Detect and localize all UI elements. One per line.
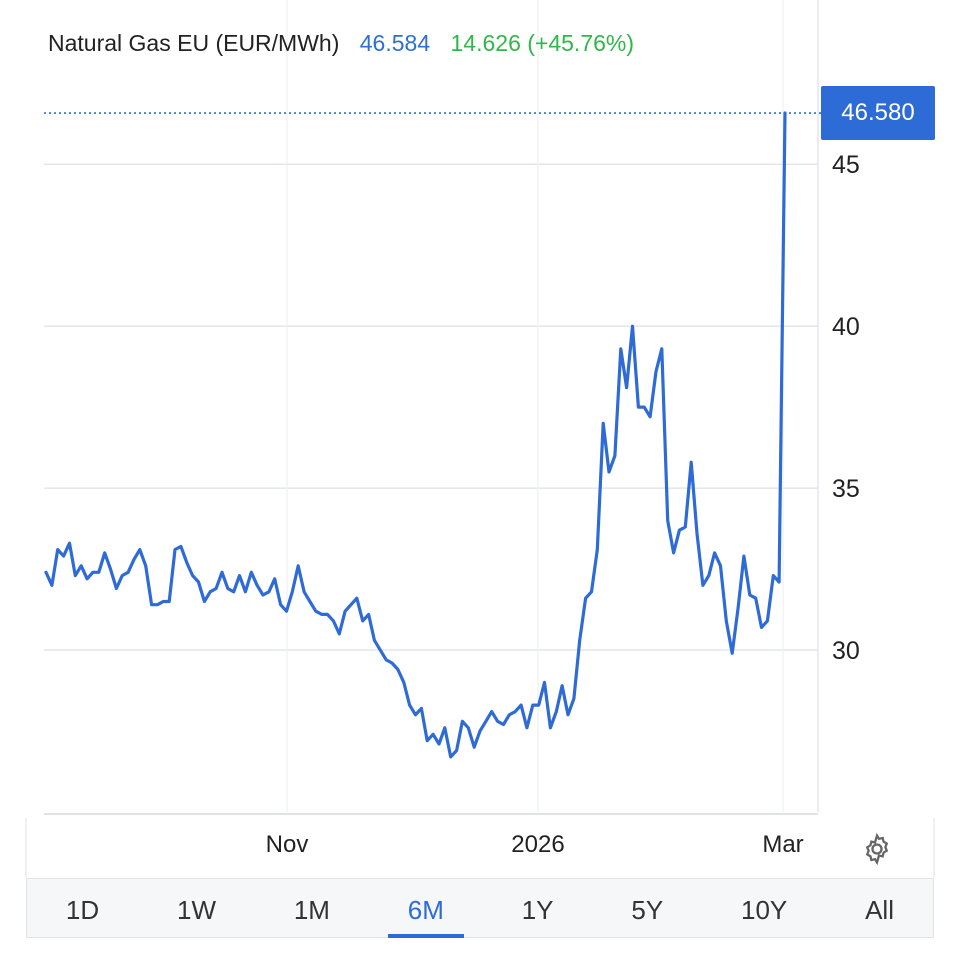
price-chart: 30 35 40 45 Nov 2026 Mar — [25, 0, 935, 878]
instrument-name: Natural Gas EU (EUR/MWh) — [48, 30, 340, 56]
x-tick-label: 2026 — [511, 831, 564, 858]
x-tick-label: Nov — [266, 831, 309, 858]
axes: 30 35 40 45 Nov 2026 Mar — [266, 151, 860, 858]
y-tick-label: 40 — [832, 313, 860, 341]
chart-legend: Natural Gas EU (EUR/MWh) 46.584 14.626 (… — [48, 30, 648, 57]
range-button-1m[interactable]: 1M — [293, 895, 330, 925]
range-button-all[interactable]: All — [865, 895, 894, 925]
range-button-1d[interactable]: 1D — [65, 895, 100, 925]
x-tick-label: Mar — [762, 831, 803, 858]
last-price-tag: 46.580 — [821, 86, 935, 140]
y-tick-label: 45 — [832, 151, 860, 179]
range-button-5y[interactable]: 5Y — [631, 895, 664, 925]
y-tick-label: 30 — [832, 637, 860, 665]
range-button-1w[interactable]: 1W — [176, 895, 216, 925]
range-button-10y[interactable]: 10Y — [741, 895, 788, 925]
grid — [25, 0, 935, 878]
range-button-1y[interactable]: 1Y — [521, 895, 554, 925]
price-change: 14.626 (+45.76%) — [450, 30, 635, 56]
current-price: 46.584 — [359, 30, 431, 56]
range-button-6m[interactable]: 6M — [387, 878, 465, 938]
gear-icon[interactable] — [860, 832, 894, 866]
price-series-line — [44, 111, 787, 759]
series-layer — [44, 111, 787, 759]
range-selector: 1D 1W 1M 6M 1Y 5Y 10Y All — [26, 878, 934, 938]
y-tick-label: 35 — [832, 475, 860, 503]
